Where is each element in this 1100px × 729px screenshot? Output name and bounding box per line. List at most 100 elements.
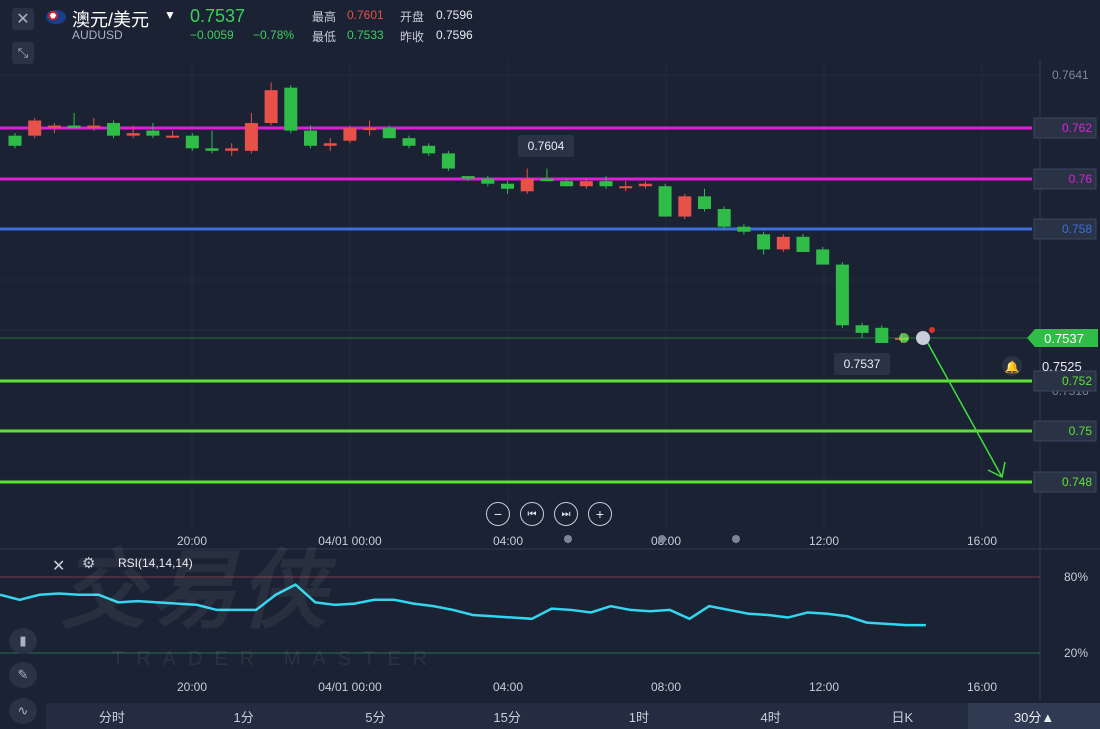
callout-low-box [834, 353, 890, 375]
candle-body [481, 178, 495, 184]
candle-body [185, 135, 199, 149]
candle-body [67, 125, 81, 129]
open-label: 开盘 [400, 10, 425, 24]
time-axis-label: 16:00 [967, 534, 997, 548]
scroll-prev-button[interactable]: ⏮ [520, 502, 544, 526]
candle-body [835, 264, 849, 326]
rsi-time-axis-label: 08:00 [651, 680, 681, 694]
level-tag-box [1033, 370, 1097, 392]
candle-body [225, 148, 239, 151]
open-value: 0.7596 [436, 8, 473, 22]
rsi-close-icon[interactable]: ✕ [52, 558, 66, 575]
candle-body [166, 135, 180, 138]
candle-body [28, 120, 42, 136]
candle-body [244, 123, 258, 151]
time-axis-label: 04/01 00:00 [318, 534, 382, 548]
candle-body [8, 135, 22, 146]
zoom-controls: − ⏮ ⏭ + [486, 502, 612, 526]
prev-close-value: 0.7596 [436, 28, 473, 42]
candle-body [855, 325, 869, 333]
alert-bell-icon: 🔔 [1005, 360, 1020, 374]
candle-body [422, 145, 436, 154]
tab-1hour[interactable]: 1时 [628, 709, 649, 725]
rsi-time-axis-label: 20:00 [177, 680, 207, 694]
info-marker-dot [929, 327, 935, 333]
candle-body [304, 130, 317, 146]
price-change-percent: −0.78% [253, 28, 295, 42]
close-icon[interactable]: ✕ [12, 8, 34, 30]
time-axis-label: 12:00 [809, 534, 839, 548]
level-tag-box [1033, 168, 1097, 190]
tab-15min[interactable]: 15分 [493, 709, 521, 725]
draw-pen-icon[interactable]: ✎ [9, 662, 37, 688]
candle-body [776, 236, 790, 250]
time-axis-label: 20:00 [177, 534, 207, 548]
candle-body [717, 208, 731, 227]
candle-body [678, 196, 692, 217]
candle-body [126, 133, 140, 136]
zoom-in-button[interactable]: + [588, 502, 612, 526]
candle-body [107, 123, 120, 136]
tab-timeshare[interactable]: 分时 [98, 709, 125, 725]
rsi-axis-label: 20% [1064, 646, 1088, 660]
level-tag: 0.75 [1069, 424, 1093, 438]
candle-body [757, 234, 771, 250]
level-tag-box [1033, 218, 1097, 240]
candle-type-icon[interactable]: ▮ [9, 628, 37, 654]
candle-body [579, 181, 593, 187]
indicator-icon[interactable]: ∿ [9, 698, 37, 724]
last-price: 0.7537 [190, 6, 246, 26]
callout-high-box [518, 135, 574, 157]
tab-4hour[interactable]: 4时 [760, 709, 781, 725]
time-axis-label: 08:00 [651, 534, 681, 548]
candle-body [875, 327, 889, 343]
event-marker [658, 535, 666, 543]
symbol-dropdown-icon[interactable]: ▼ [164, 8, 176, 22]
candle-body [520, 178, 534, 192]
zoom-out-button[interactable]: − [486, 502, 510, 526]
collapse-icon[interactable]: ⤡ [12, 42, 34, 64]
symbol-code: AUDUSD [72, 28, 123, 42]
candle-body [205, 148, 219, 151]
level-tag: 0.758 [1062, 222, 1092, 236]
scroll-next-button[interactable]: ⏭ [554, 502, 578, 526]
rsi-label: RSI(14,14,14) [118, 556, 193, 570]
tab-1min[interactable]: 1分 [233, 709, 254, 725]
watermark-logo: 交易侠 [60, 543, 330, 639]
australia-flag-icon [46, 10, 66, 24]
candle-body [264, 90, 278, 124]
level-tag: 0.76 [1069, 172, 1093, 186]
candle-body [638, 183, 652, 187]
rsi-line [0, 583, 926, 627]
level-tag-box [1033, 471, 1097, 493]
tab-30min[interactable]: 30分▲ [968, 703, 1100, 729]
rsi-time-axis-label: 16:00 [967, 680, 997, 694]
current-price-tag: 0.7537 [1044, 331, 1084, 346]
rsi-settings-icon[interactable]: ⚙ [82, 555, 96, 572]
projection-arrow [924, 337, 1003, 478]
tab-daily[interactable]: 日K [891, 709, 914, 725]
rsi-time-axis-label: 12:00 [809, 680, 839, 694]
projection-arrowhead [987, 461, 1006, 479]
high-label: 最高 [312, 10, 337, 24]
callout-low: 0.7537 [844, 357, 881, 371]
low-label: 最低 [312, 30, 337, 44]
tab-5min[interactable]: 5分 [365, 709, 386, 725]
candle-body [737, 226, 751, 232]
symbol-name[interactable]: 澳元/美元 [72, 10, 150, 30]
candle-body [323, 143, 337, 146]
candle-body [382, 128, 396, 139]
period-tabs: 分时 1分 5分 15分 1时 4时 日K 30分▲ [46, 703, 1100, 729]
info-marker [916, 331, 930, 345]
candle-body [540, 178, 554, 182]
price-change: −0.0059 [190, 28, 234, 42]
level-tag: 0.762 [1062, 121, 1092, 135]
rsi-axis-label: 80% [1064, 570, 1088, 584]
alert-price-tag: 0.7525 [1042, 359, 1082, 374]
candle-body [441, 153, 455, 169]
candle-body [284, 87, 298, 131]
candle-body [599, 181, 613, 187]
prev-close-label: 昨收 [400, 30, 425, 44]
price-axis-label: 0.7641 [1052, 68, 1089, 82]
